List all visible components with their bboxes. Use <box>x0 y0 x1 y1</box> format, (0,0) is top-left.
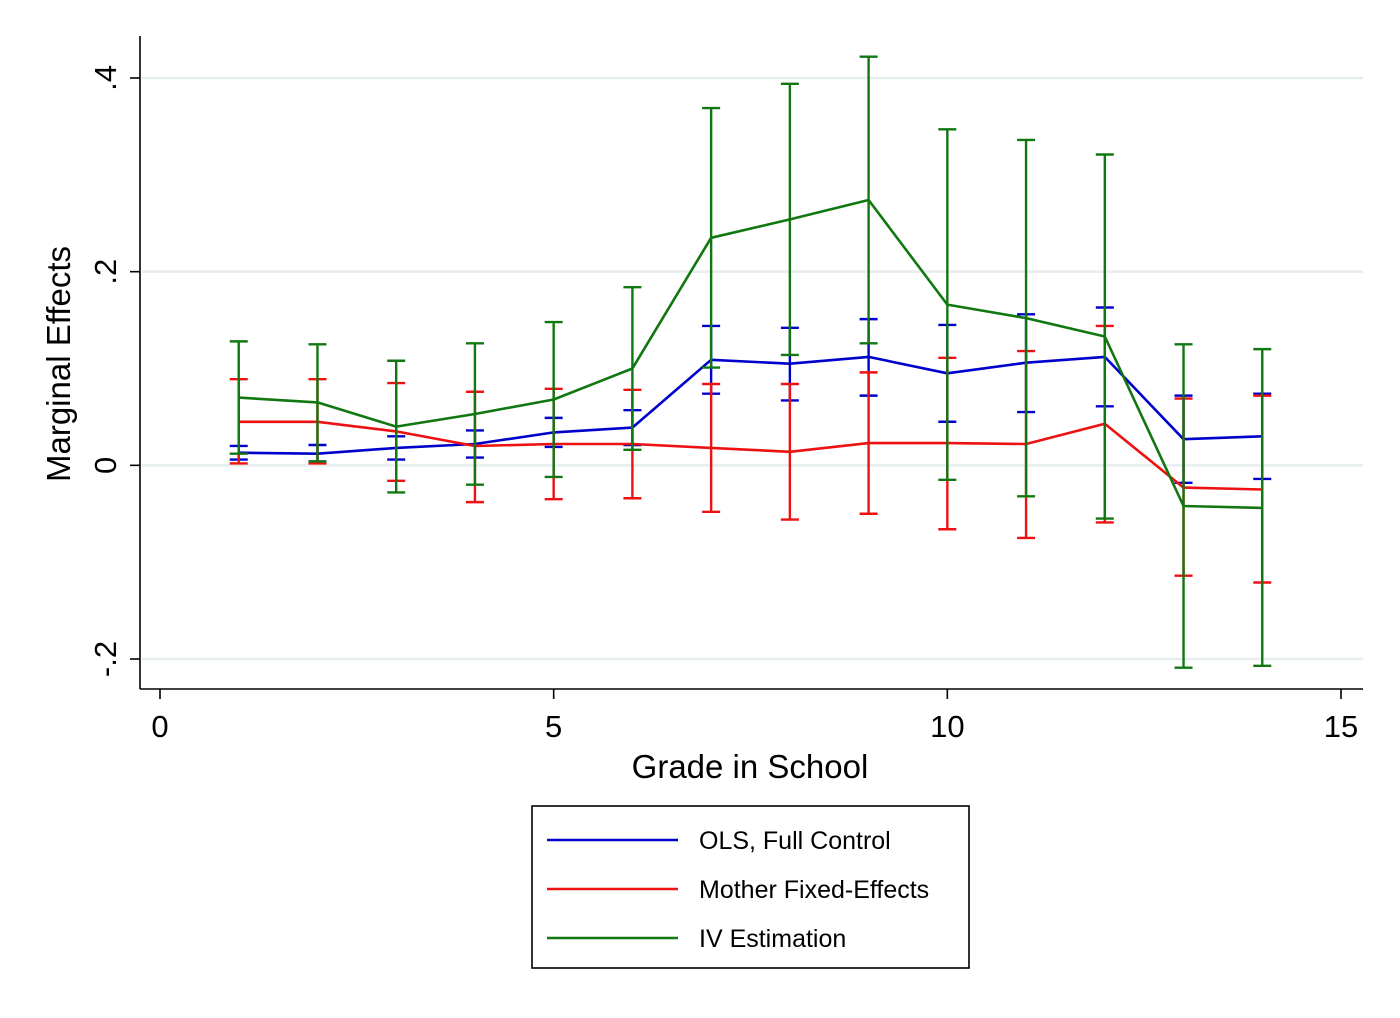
legend-label: IV Estimation <box>699 925 846 953</box>
y-tick-label: 0 <box>88 457 123 474</box>
x-tick-label: 10 <box>930 709 964 744</box>
y-tick-label: .4 <box>88 65 123 91</box>
y-tick-label: -.2 <box>88 641 123 677</box>
series-line <box>238 355 1263 456</box>
series-0 <box>229 306 1272 484</box>
x-tick-label: 5 <box>545 709 562 744</box>
x-tick-label: 15 <box>1324 709 1358 744</box>
series-line <box>238 198 1263 510</box>
legend: OLS, Full Control Mother Fixed-Effects IV … <box>531 805 970 969</box>
x-tick-label: 0 <box>151 709 168 744</box>
series-line <box>238 420 1263 491</box>
grid-layer <box>142 76 1363 661</box>
series-2 <box>229 55 1272 669</box>
y-tick-label: .2 <box>88 259 123 285</box>
legend-label: Mother Fixed-Effects <box>699 876 929 904</box>
series-layer <box>229 55 1272 669</box>
x-axis-title: Grade in School <box>632 748 869 785</box>
axes-layer: -.2 0 .2 .4 0 5 10 15 <box>88 36 1363 744</box>
y-axis-title: Marginal Effects <box>40 246 77 482</box>
legend-box <box>531 805 970 969</box>
series-1 <box>229 324 1272 584</box>
legend-label: OLS, Full Control <box>699 827 891 855</box>
